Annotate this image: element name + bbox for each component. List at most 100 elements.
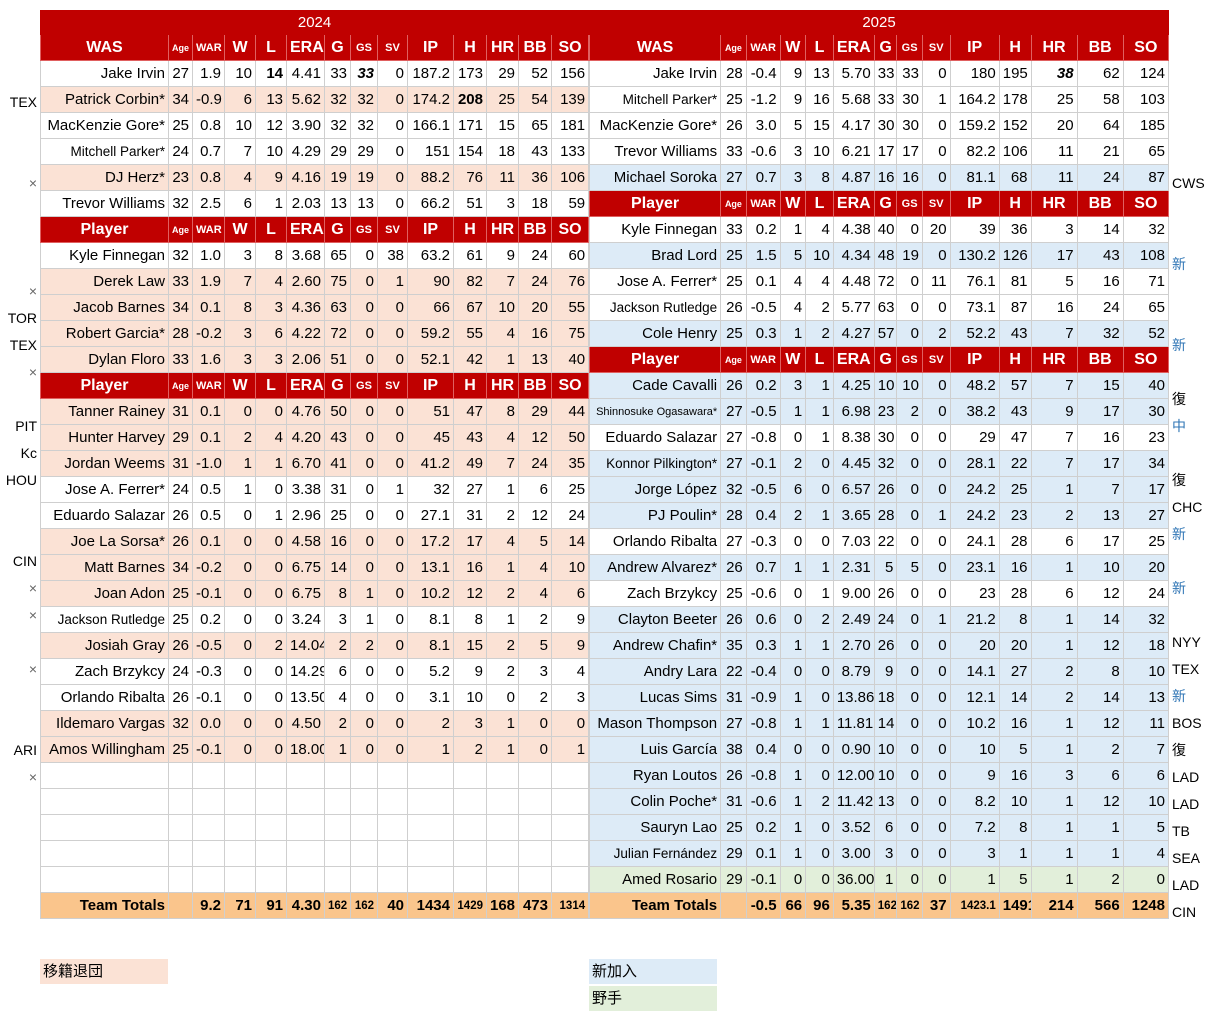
header-war: WAR	[745, 346, 781, 373]
player-name: Dylan Floro	[40, 346, 169, 373]
stat-bb: 3	[518, 658, 552, 685]
player-name: Josiah Gray	[40, 632, 169, 659]
header-bb: BB	[518, 216, 552, 243]
header-g: G	[324, 34, 351, 61]
stat-gs: 0	[350, 710, 378, 737]
empty-cell	[168, 866, 193, 893]
stat-bb: 43	[518, 138, 552, 165]
header-sv: SV	[921, 346, 951, 373]
header-so: SO	[1122, 190, 1170, 217]
stat-so: 25	[1122, 528, 1170, 555]
stat-war: -0.4	[745, 658, 781, 685]
stat-g: 4	[324, 684, 351, 711]
stat-era: 3.65	[832, 502, 875, 529]
stat-sv: 0	[921, 294, 951, 321]
stat-era: 6.70	[286, 450, 325, 477]
stat-so: 139	[550, 86, 590, 113]
stat-g: 33	[873, 86, 898, 113]
stat-w: 4	[779, 294, 807, 321]
stat-sv: 1	[921, 606, 951, 633]
stat-age	[720, 892, 747, 919]
player-row: Shinnosuke Ogasawara* 27 -0.5 1 1 6.98 23 2 0 38.…	[588, 398, 1170, 425]
stat-gs: 0	[350, 528, 378, 555]
stat-so: 1314	[550, 892, 590, 919]
stat-age: 34	[168, 294, 193, 321]
stat-bb: 12	[518, 502, 552, 529]
column-header-row: WAS Age WAR W L ERA G GS SV IP H HR BB SO	[588, 34, 1170, 61]
stat-ip: 28.1	[949, 450, 1000, 477]
player-row: Mitchell Parker* 24 0.7 7 10 4.29 29 29 0 151 154 1…	[40, 138, 590, 165]
header-age: Age	[720, 190, 747, 217]
stat-l: 14	[255, 60, 287, 87]
player-row: Brad Lord 25 1.5 5 10 4.34 48 19 0 130.2 126 17 43 10…	[588, 242, 1170, 269]
empty-cell	[255, 762, 287, 789]
stat-ip: 20	[949, 632, 1000, 659]
header-gs: GS	[350, 372, 378, 399]
stat-w: 71	[224, 892, 256, 919]
stat-ip: 32	[407, 476, 454, 503]
stat-bb: 0	[518, 736, 552, 763]
stat-w: 0	[779, 736, 807, 763]
player-row: MacKenzie Gore* 26 3.0 5 15 4.17 30 30 0 159.2 152…	[588, 112, 1170, 139]
stat-hr: 1	[1030, 606, 1078, 633]
stat-era: 4.22	[286, 320, 325, 347]
stat-w: 4	[779, 268, 807, 295]
stat-sv: 0	[921, 398, 951, 425]
player-name: Joan Adon	[40, 580, 169, 607]
stat-l: 0	[255, 398, 287, 425]
stat-h: 5	[998, 736, 1032, 763]
stat-h: 67	[453, 294, 487, 321]
stat-ip: 41.2	[407, 450, 454, 477]
stat-g: 33	[873, 60, 898, 87]
stat-so: 76	[550, 268, 590, 295]
stat-age: 26	[168, 684, 193, 711]
stat-gs: 0	[896, 528, 923, 555]
stat-sv: 1	[377, 268, 408, 295]
stat-ip: 81.1	[949, 164, 1000, 191]
stat-age: 27	[720, 424, 747, 451]
stat-bb: 64	[1076, 112, 1124, 139]
stat-hr: 29	[486, 60, 519, 87]
stat-h: 25	[998, 476, 1032, 503]
stat-ip: 24.2	[949, 502, 1000, 529]
stat-so: 25	[550, 476, 590, 503]
stat-hr: 1	[1030, 476, 1078, 503]
transaction-note: TB	[1172, 823, 1190, 839]
stat-gs: 0	[896, 632, 923, 659]
stat-h: 20	[998, 632, 1032, 659]
stat-l: 96	[805, 892, 834, 919]
header-gs: GS	[350, 34, 378, 61]
stat-war: -0.3	[192, 658, 225, 685]
header-hr: HR	[1030, 346, 1078, 373]
stat-w: 0	[779, 606, 807, 633]
empty-cell	[224, 866, 256, 893]
header-ip: IP	[407, 34, 454, 61]
stat-h: 27	[453, 476, 487, 503]
stat-ip: 24.2	[949, 476, 1000, 503]
stat-era: 4.76	[286, 398, 325, 425]
stat-hr: 7	[1030, 424, 1078, 451]
header-age: Age	[720, 346, 747, 373]
stat-bb: 43	[1076, 242, 1124, 269]
stat-g: 6	[324, 658, 351, 685]
stat-hr: 4	[486, 320, 519, 347]
empty-cell	[453, 840, 487, 867]
stat-era: 5.68	[832, 86, 875, 113]
player-row: DJ Herz* 23 0.8 4 9 4.16 19 19 0 88.2 76 11 36 106	[40, 164, 590, 191]
stat-l: 12	[255, 112, 287, 139]
empty-cell	[518, 866, 552, 893]
stat-ip: 51	[407, 398, 454, 425]
stat-h: 152	[998, 112, 1032, 139]
stat-w: 1	[779, 814, 807, 841]
stat-era: 5.62	[286, 86, 325, 113]
stat-w: 1	[779, 762, 807, 789]
stat-era: 2.70	[832, 632, 875, 659]
player-name: Tanner Rainey	[40, 398, 169, 425]
stat-era: 2.06	[286, 346, 325, 373]
stat-l: 1	[805, 632, 834, 659]
header-so: SO	[550, 34, 590, 61]
stat-so: 4	[550, 658, 590, 685]
stat-war: 1.9	[192, 60, 225, 87]
stat-war: -0.1	[192, 580, 225, 607]
stat-sv: 0	[377, 710, 408, 737]
